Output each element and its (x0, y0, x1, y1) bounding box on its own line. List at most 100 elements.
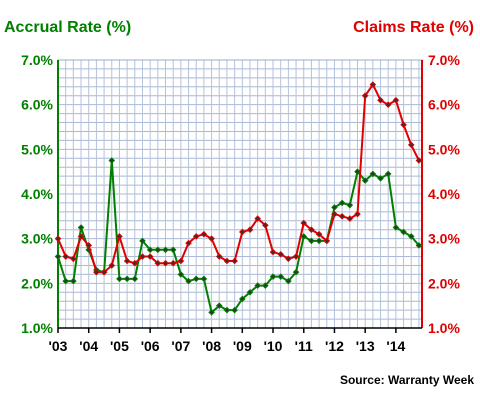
accrual-rate-point (131, 275, 139, 283)
claims-rate-point (192, 233, 200, 240)
chart-axes (57, 60, 423, 329)
accrual-rate-point (415, 242, 423, 249)
accrual-rate-point (262, 282, 269, 289)
accrual-rate-point (361, 177, 369, 184)
y-tick-label-right: 1.0% (428, 320, 460, 336)
claims-rate-point (85, 242, 93, 249)
accrual-rate-point (354, 168, 361, 175)
x-tick-label: '10 (264, 338, 283, 354)
accrual-rate-point (277, 273, 285, 280)
accrual-rate-point (116, 275, 123, 283)
accrual-rate-point (315, 237, 323, 245)
claims-rate-point (238, 228, 246, 236)
claims-rate-point (331, 210, 338, 218)
claims-rate-point (116, 233, 123, 240)
claims-rate-point (62, 253, 69, 260)
accrual-rate-point (223, 306, 231, 314)
claims-rate-point (308, 226, 315, 234)
claims-rate-point (177, 257, 185, 265)
claims-rate-point (338, 213, 346, 220)
accrual-rate-point (331, 204, 338, 211)
y-tick-label-right: 6.0% (428, 97, 460, 113)
claims-rate-point (323, 237, 331, 245)
claims-rate-point (77, 233, 85, 240)
accrual-rate-point (377, 175, 384, 182)
accrual-rate-point (269, 273, 277, 280)
claims-rate-point (415, 157, 423, 164)
claims-rate-point (269, 248, 277, 256)
claims-rate-point (215, 253, 223, 260)
accrual-rate-point (285, 277, 292, 285)
claims-rate-point (208, 235, 215, 242)
right-axis-title: Claims Rate (%) (353, 19, 474, 36)
accrual-rate-point (246, 288, 254, 296)
x-tick-label: '08 (202, 338, 221, 354)
claims-rate-point (369, 81, 377, 88)
left-axis-title: Accrual Rate (%) (4, 19, 131, 36)
claims-rate-point (354, 210, 361, 218)
claims-rate-point (277, 250, 285, 258)
accrual-rate-point (139, 237, 146, 245)
claims-rate-point (93, 268, 100, 276)
claims-rate-point (315, 230, 323, 238)
y-tick-label-right: 7.0% (428, 52, 460, 68)
x-tick-label: '09 (233, 338, 252, 354)
accrual-rate-point (254, 282, 261, 289)
accrual-rate-point (77, 224, 85, 231)
source-note: Source: Warranty Week (340, 373, 474, 387)
accrual-rate-point (392, 224, 400, 231)
x-tick-label: '11 (295, 338, 313, 354)
accrual-rate-point (154, 246, 162, 254)
accrual-rate-point (200, 275, 208, 283)
accrual-rate-point (192, 275, 200, 283)
claims-rate-point (262, 221, 269, 229)
x-tick-label: '05 (110, 338, 129, 354)
y-tick-label-right: 5.0% (428, 141, 460, 157)
claims-rate-point (54, 235, 62, 242)
x-tick-label: '07 (171, 338, 190, 354)
accrual-rate-point (292, 268, 300, 276)
accrual-rate-point (215, 302, 223, 309)
claims-rate-point (185, 239, 192, 247)
accrual-rate-point (162, 246, 169, 254)
claims-rate-point (285, 255, 292, 263)
claims-rate-point (200, 230, 208, 238)
accrual-rate-point (238, 295, 246, 303)
accrual-rate-point (62, 277, 69, 285)
claims-rate-point (361, 92, 369, 100)
claims-rate-point (384, 101, 392, 108)
accrual-rate-point (70, 277, 77, 285)
x-tick-label: '12 (325, 338, 344, 354)
y-tick-label-right: 2.0% (428, 275, 460, 291)
claims-rate-point (108, 262, 116, 269)
y-tick-label-left: 3.0% (21, 231, 53, 247)
claims-rate-point (70, 255, 77, 263)
claims-rate-point (169, 259, 177, 267)
claims-rate-point (407, 141, 415, 149)
claims-rate-point (154, 259, 162, 267)
accrual-rate-point (308, 237, 315, 245)
claims-rate-point (131, 259, 139, 267)
accrual-rate-point (400, 228, 407, 236)
accrual-rate-point (146, 246, 154, 254)
claims-rate-point (392, 96, 400, 104)
y-tick-label-left: 6.0% (21, 97, 53, 113)
accrual-rate-point (123, 275, 131, 283)
y-tick-label-left: 4.0% (21, 186, 53, 202)
accrual-rate-point (300, 233, 308, 240)
claims-rate-point (139, 253, 146, 260)
claims-rate-point (346, 215, 354, 222)
accrual-rate-point (231, 306, 238, 314)
claims-rate-point (300, 219, 308, 227)
x-tick-label: '14 (386, 338, 405, 354)
y-tick-label-left: 2.0% (21, 275, 53, 291)
claims-rate-point (377, 96, 384, 104)
accrual-rate-point (369, 170, 377, 178)
claims-rate-point (292, 253, 300, 260)
y-tick-label-left: 7.0% (21, 52, 53, 68)
claims-rate-point (231, 257, 238, 265)
claims-rate-point (162, 259, 169, 267)
accrual-rate-point (185, 277, 192, 285)
y-tick-label-left: 1.0% (21, 320, 53, 336)
